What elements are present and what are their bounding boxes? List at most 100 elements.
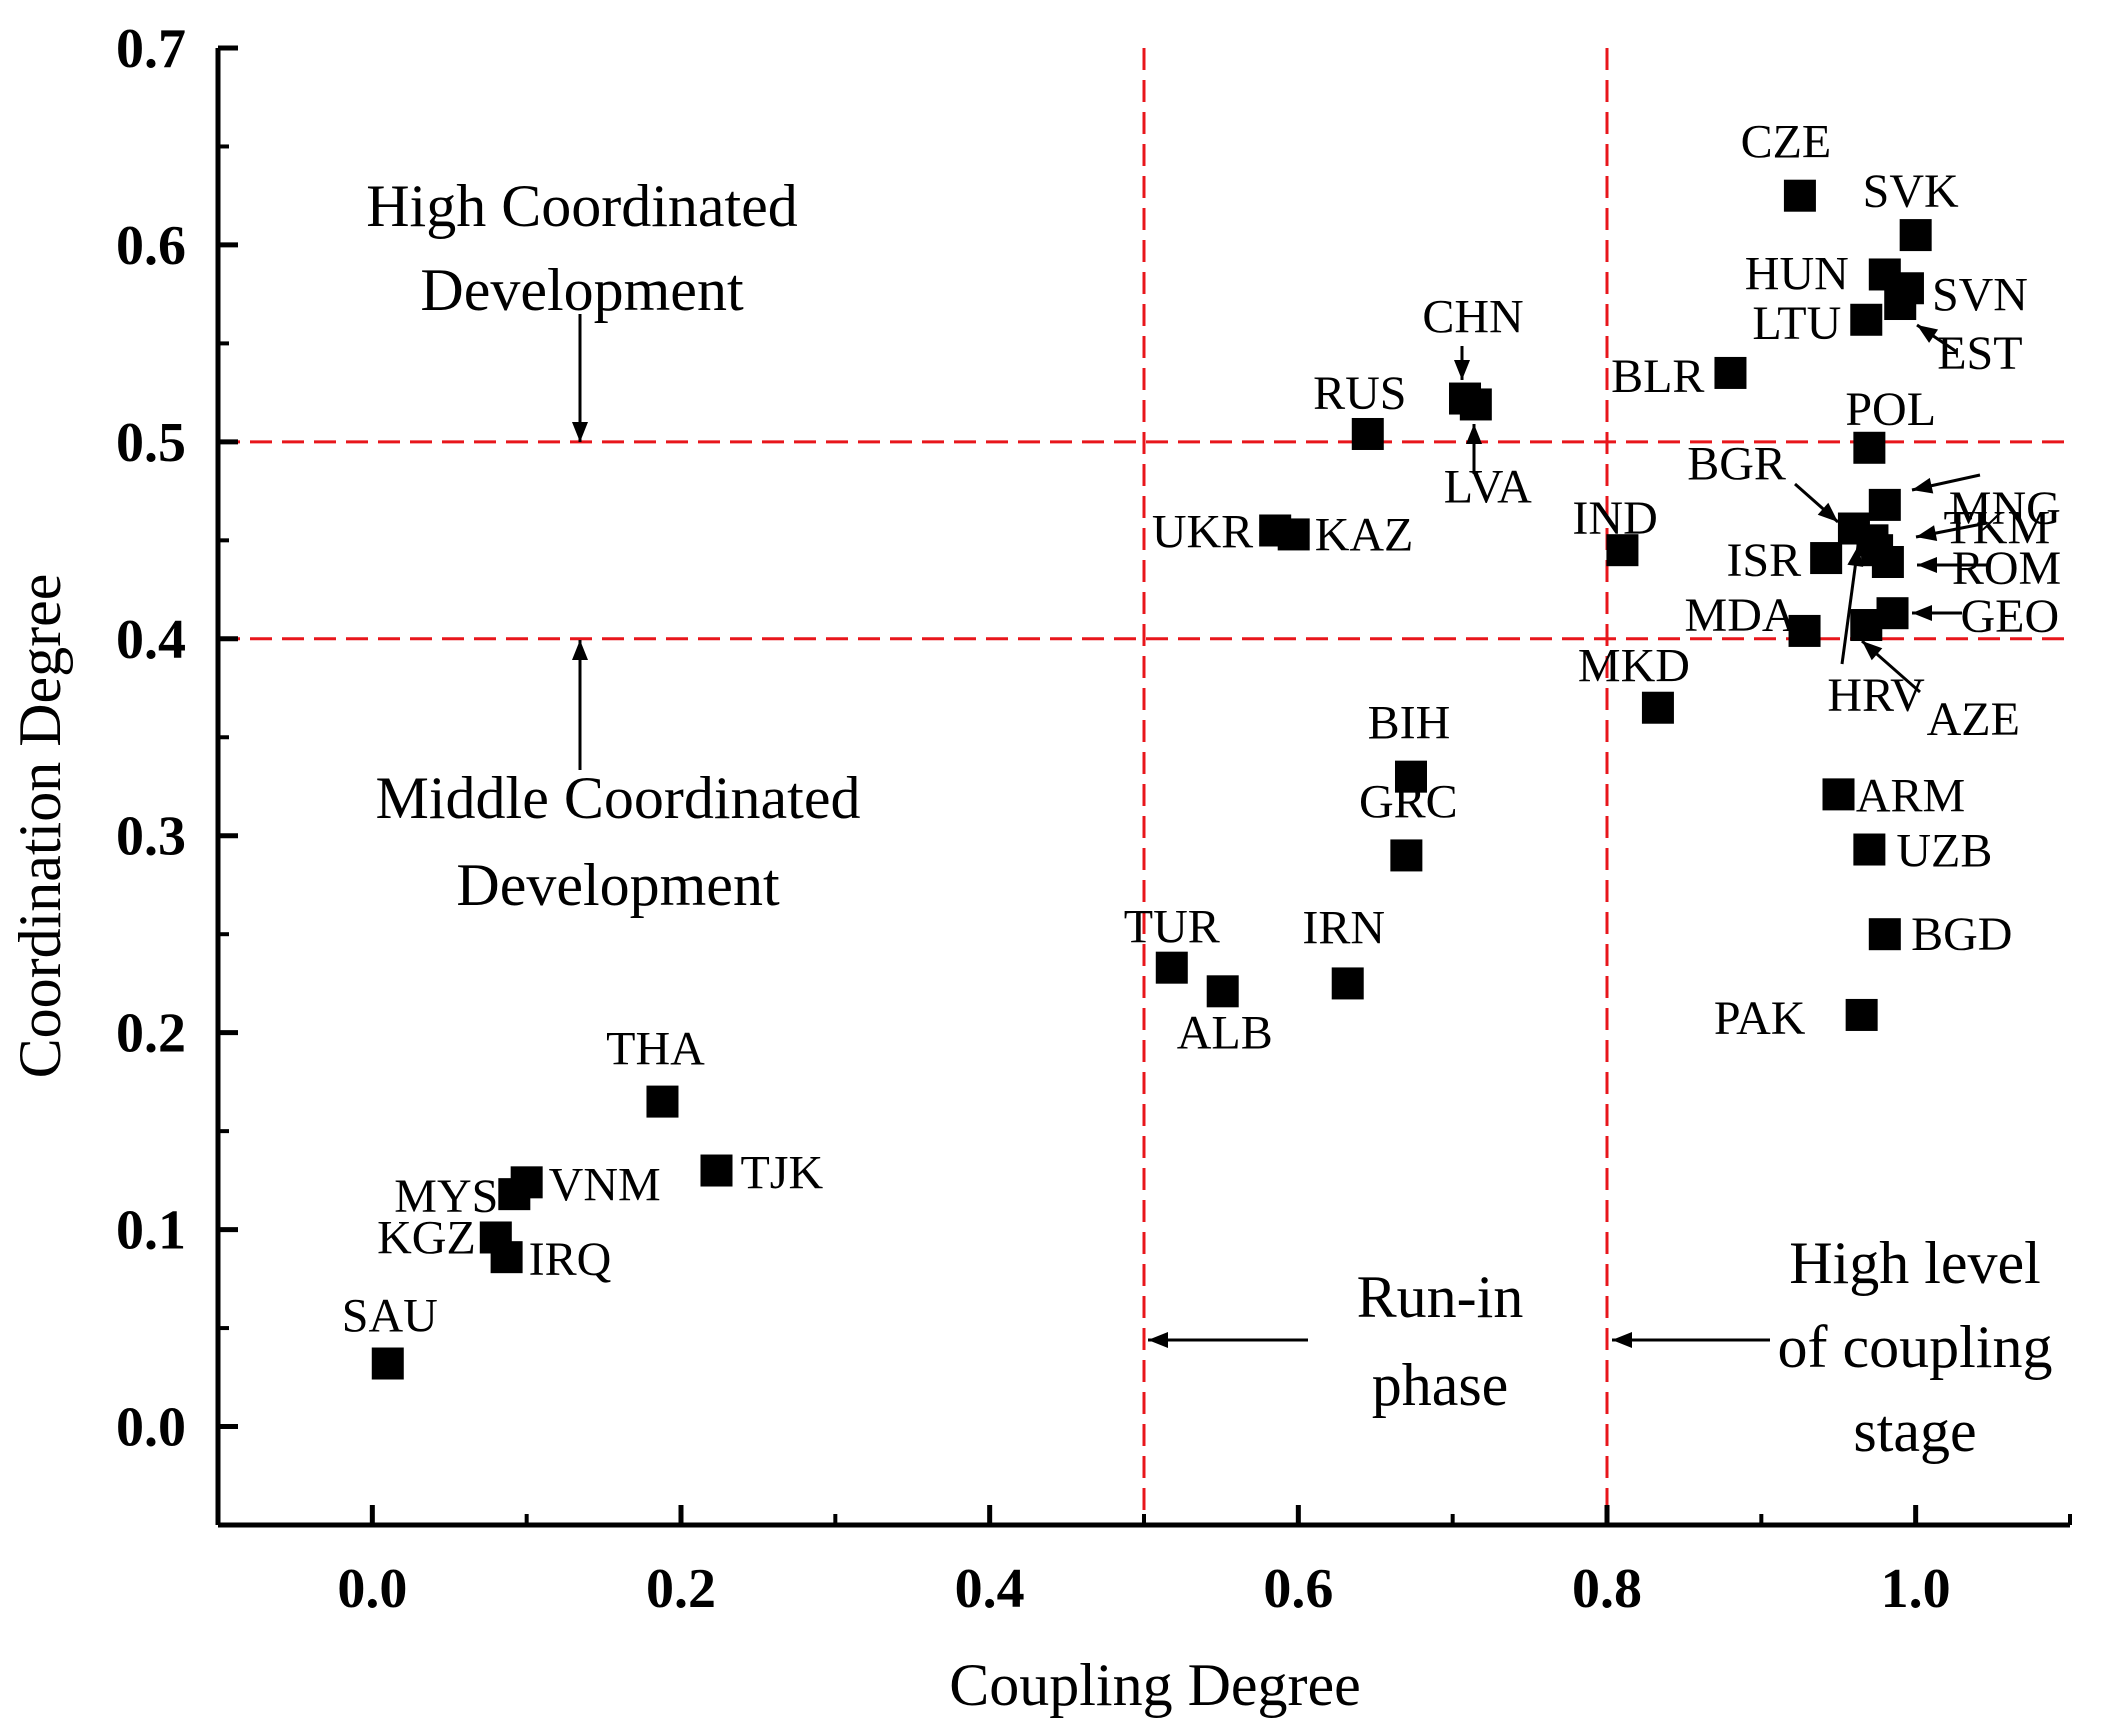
- data-point-bgd: [1868, 918, 1901, 951]
- data-point-mda: [1788, 614, 1821, 647]
- point-label-cze: CZE: [1741, 116, 1832, 169]
- data-point-mys: [498, 1178, 531, 1211]
- point-label-svk: SVK: [1863, 165, 1959, 218]
- point-label-bgd: BGD: [1911, 908, 2012, 961]
- data-point-uzb: [1853, 833, 1886, 866]
- point-label-tha: THA: [606, 1023, 705, 1076]
- point-label-mkd: MKD: [1578, 640, 1690, 693]
- point-label-alb: ALB: [1177, 1006, 1273, 1059]
- x-tick-label: 0.2: [646, 1558, 716, 1620]
- arrow-head: [1847, 546, 1864, 567]
- point-label-mda: MDA: [1685, 589, 1797, 642]
- point-label-blr: BLR: [1611, 350, 1704, 403]
- reference-lines: [218, 48, 2070, 1525]
- data-point-est: [1884, 288, 1917, 321]
- arrow-head: [1454, 360, 1470, 380]
- data-point-mng: [1868, 488, 1901, 521]
- data-point-hrv: [1861, 534, 1894, 567]
- point-label-kgz: KGZ: [377, 1211, 476, 1264]
- annotation-middle-coordinated: Middle Coordinated: [376, 765, 861, 831]
- data-point-pol: [1853, 431, 1886, 464]
- arrow-high-level-coupling: [1612, 1332, 1770, 1348]
- arrow-head: [1916, 525, 1938, 541]
- arrow-head: [1817, 502, 1838, 522]
- x-tick-label: 0.6: [1263, 1558, 1333, 1620]
- arrow-tkm: [1915, 521, 1988, 541]
- data-point-arm: [1822, 778, 1855, 811]
- point-label-tur: TUR: [1124, 901, 1220, 954]
- arrow-mng: [1911, 473, 1981, 494]
- point-label-rus: RUS: [1313, 367, 1406, 420]
- annotation-middle-coordinated-development: Development: [456, 852, 780, 918]
- arrow-head: [1862, 641, 1883, 661]
- y-tick-label: 0.7: [116, 18, 186, 80]
- x-tick-label: 1.0: [1881, 1558, 1951, 1620]
- arrow-high-coordinated: [572, 314, 588, 442]
- point-label-vnm: VNM: [549, 1158, 661, 1211]
- point-label-irn: IRN: [1302, 901, 1385, 954]
- x-tick-label: 0.8: [1572, 1558, 1642, 1620]
- arrow-rom: [1917, 557, 1987, 573]
- point-label-isr: ISR: [1726, 534, 1801, 587]
- point-label-mys: MYS: [394, 1170, 498, 1223]
- data-points: [371, 179, 1932, 1380]
- arrow-geo: [1912, 605, 1962, 621]
- arrow-middle-coordinated: [572, 640, 588, 770]
- arrow-bgr: [1794, 482, 1839, 524]
- arrow-head: [572, 640, 588, 660]
- point-label-grc: GRC: [1359, 775, 1458, 828]
- data-point-svk: [1899, 219, 1932, 252]
- arrow-head: [572, 422, 588, 442]
- arrow-head: [1912, 605, 1932, 621]
- arrow-head: [1912, 477, 1934, 494]
- data-point-tha: [646, 1085, 679, 1118]
- point-label-chn: CHN: [1422, 291, 1523, 344]
- y-tick-label: 0.5: [116, 412, 186, 474]
- y-tick-label: 0.2: [116, 1003, 186, 1065]
- arrow-run-in-phase: [1148, 1332, 1308, 1348]
- point-label-pol: POL: [1845, 383, 1936, 436]
- arrow-head: [1917, 557, 1937, 573]
- data-point-lva: [1459, 388, 1492, 421]
- data-point-alb: [1206, 975, 1239, 1008]
- annotation-stage: stage: [1853, 1398, 1976, 1464]
- point-label-ltu: LTU: [1752, 297, 1841, 350]
- data-point-mkd: [1641, 691, 1674, 724]
- x-axis-title: Coupling Degree: [949, 1652, 1361, 1718]
- point-label-rom: ROM: [1952, 542, 2061, 595]
- data-point-irn: [1331, 967, 1364, 1000]
- x-tick-label: 0.4: [955, 1558, 1025, 1620]
- data-point-pak: [1845, 998, 1878, 1031]
- data-point-ind: [1606, 534, 1639, 567]
- arrow-aze: [1861, 639, 1921, 694]
- point-label-sau: SAU: [342, 1290, 438, 1343]
- point-label-hrv: HRV: [1827, 669, 1925, 722]
- y-tick-label: 0.0: [116, 1397, 186, 1459]
- arrow-head: [1612, 1332, 1632, 1348]
- x-tick-label: 0.0: [337, 1558, 407, 1620]
- data-point-kaz: [1277, 518, 1310, 551]
- annotation-high-coordinated-development: Development: [420, 257, 744, 323]
- arrow-lva: [1466, 424, 1482, 474]
- point-label-est: EST: [1937, 327, 2022, 380]
- arrow-est: [1916, 323, 1958, 354]
- annotation-phase: phase: [1372, 1352, 1509, 1418]
- axes: 0.0 0.1 0.2 0.3 0.4 0.5 0.6 0.7 0.0 0.2 0.4 0.6 0.8 1…: [116, 18, 2072, 1620]
- point-label-geo: GEO: [1961, 590, 2060, 643]
- point-label-hun: HUN: [1745, 247, 1849, 300]
- arrow-head: [1466, 424, 1482, 444]
- data-point-isr: [1810, 542, 1843, 575]
- data-point-rus: [1351, 417, 1384, 450]
- data-point-ltu: [1850, 303, 1883, 336]
- arrow-chn: [1454, 346, 1470, 380]
- annotation-run-in: Run-in: [1357, 1264, 1524, 1330]
- data-point-tjk: [700, 1154, 733, 1187]
- annotation-high-level: High level: [1789, 1230, 2041, 1296]
- data-point-sau: [371, 1347, 404, 1380]
- point-label-aze: AZE: [1927, 693, 2020, 746]
- point-label-ukr: UKR: [1152, 505, 1253, 558]
- data-point-cze: [1783, 179, 1816, 212]
- point-label-pak: PAK: [1714, 992, 1806, 1045]
